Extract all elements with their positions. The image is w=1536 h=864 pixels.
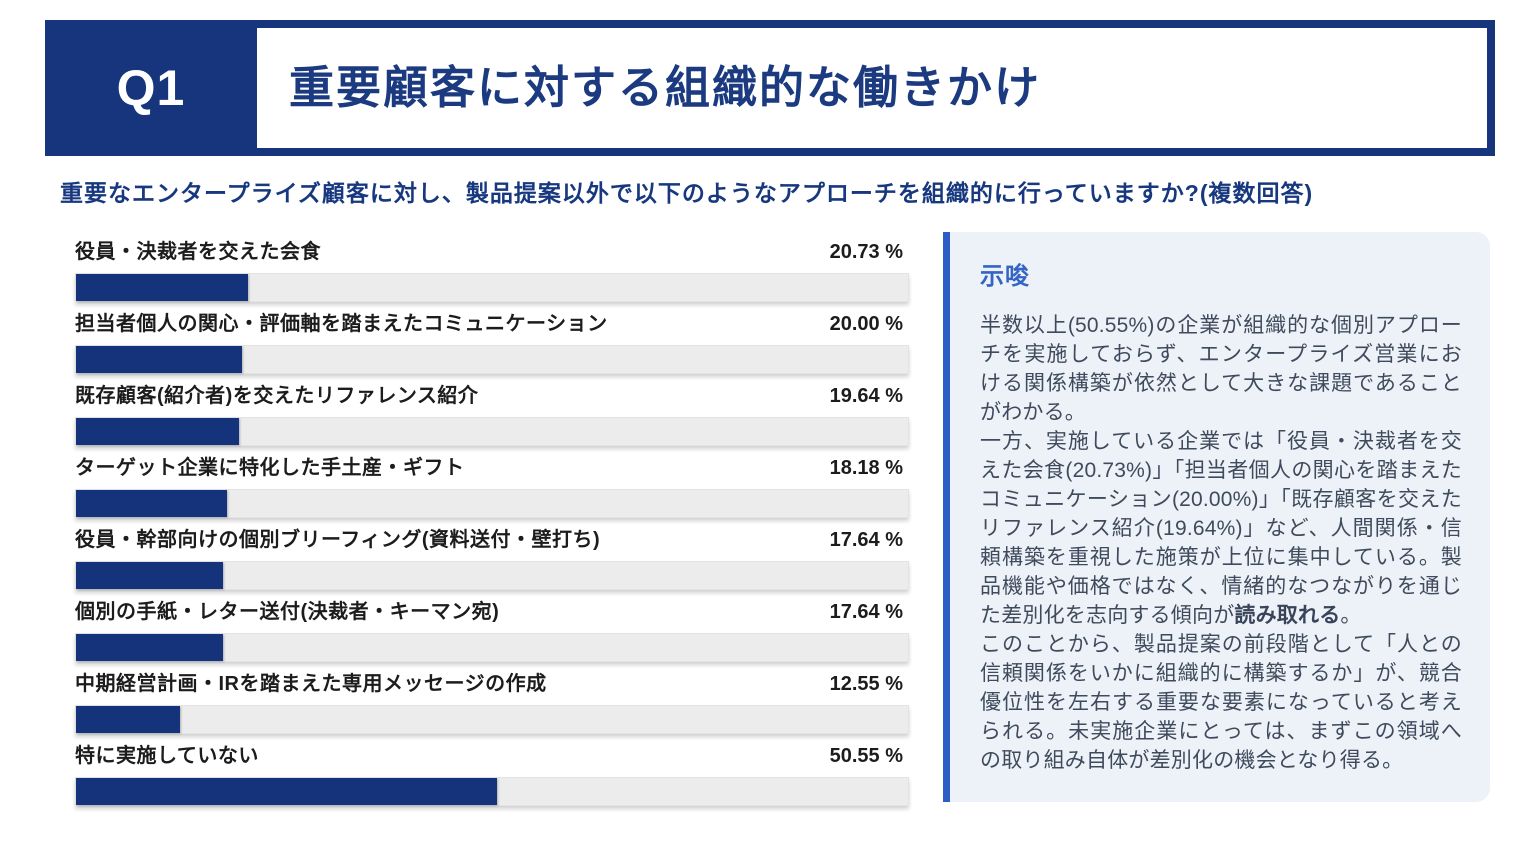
bar-row: ターゲット企業に特化した手土産・ギフト 18.18 % <box>75 454 909 526</box>
bar-value: 20.00 % <box>829 313 903 335</box>
bar-fill <box>76 490 228 517</box>
bar-value: 50.55 % <box>829 745 903 767</box>
bar-value: 17.64 % <box>829 601 903 623</box>
bar-value: 17.64 % <box>829 529 903 551</box>
bar-track <box>75 273 909 302</box>
page-title: 重要顧客に対する組織的な働きかけ <box>289 61 1042 113</box>
bar-label: 担当者個人の関心・評価軸を踏まえたコミュニケーション <box>75 313 608 335</box>
bar-track <box>75 345 909 374</box>
bar-row: 個別の手紙・レター送付(決裁者・キーマン宛) 17.64 % <box>75 598 909 670</box>
bar-fill <box>76 346 243 373</box>
bar-label: 特に実施していない <box>75 745 259 767</box>
bar-value: 19.64 % <box>829 385 903 407</box>
bar-track <box>75 489 909 518</box>
bar-value: 12.55 % <box>829 673 903 695</box>
bar-fill <box>76 778 497 805</box>
bar-fill <box>76 706 181 733</box>
insight-paragraph: このことから、製品提案の前段階として「人との信頼関係をいかに組織的に構築するか」… <box>980 633 1462 772</box>
insight-text: 半数以上(50.55%)の企業が組織的な個別アプローチを実施しておらず、エンター… <box>980 311 1462 775</box>
bar-track <box>75 705 909 734</box>
bar-track <box>75 777 909 806</box>
bar-row: 特に実施していない 50.55 % <box>75 742 909 814</box>
insight-panel: 示唆 半数以上(50.55%)の企業が組織的な個別アプローチを実施しておらず、エ… <box>943 232 1490 802</box>
question-number-badge: Q1 <box>45 28 257 148</box>
insight-title: 示唆 <box>980 263 1030 290</box>
bar-row: 中期経営計画・IRを踏まえた専用メッセージの作成 12.55 % <box>75 670 909 742</box>
insight-paragraph: 一方、実施している企業では「役員・決裁者を交えた会食(20.73%)」「担当者個… <box>980 430 1462 627</box>
insight-panel-body: 示唆 半数以上(50.55%)の企業が組織的な個別アプローチを実施しておらず、エ… <box>950 232 1490 802</box>
insight-accent-bar <box>943 232 950 802</box>
bar-track <box>75 561 909 590</box>
bar-value: 20.73 % <box>829 241 903 263</box>
bar-label: 個別の手紙・レター送付(決裁者・キーマン宛) <box>75 601 500 623</box>
bar-row: 役員・幹部向けの個別ブリーフィング(資料送付・壁打ち) 17.64 % <box>75 526 909 598</box>
bar-label: 役員・幹部向けの個別ブリーフィング(資料送付・壁打ち) <box>75 529 601 551</box>
insight-paragraph: 半数以上(50.55%)の企業が組織的な個別アプローチを実施しておらず、エンター… <box>980 314 1462 424</box>
bar-track <box>75 633 909 662</box>
bar-row: 役員・決裁者を交えた会食 20.73 % <box>75 238 909 310</box>
bar-label: ターゲット企業に特化した手土産・ギフト <box>75 457 465 479</box>
bar-row: 既存顧客(紹介者)を交えたリファレンス紹介 19.64 % <box>75 382 909 454</box>
bar-fill <box>76 418 240 445</box>
bar-fill <box>76 274 249 301</box>
bar-label: 既存顧客(紹介者)を交えたリファレンス紹介 <box>75 385 479 407</box>
bar-fill <box>76 562 223 589</box>
question-text: 重要なエンタープライズ顧客に対し、製品提案以外で以下のようなアプローチを組織的に… <box>60 180 1314 206</box>
bar-track <box>75 417 909 446</box>
question-number: Q1 <box>116 60 186 116</box>
bar-label: 中期経営計画・IRを踏まえた専用メッセージの作成 <box>75 673 547 695</box>
header: Q1 重要顧客に対する組織的な働きかけ <box>45 20 1495 156</box>
bar-row: 担当者個人の関心・評価軸を踏まえたコミュニケーション 20.00 % <box>75 310 909 382</box>
bar-chart: 役員・決裁者を交えた会食 20.73 % 担当者個人の関心・評価軸を踏まえたコミ… <box>75 238 909 814</box>
bar-value: 18.18 % <box>829 457 903 479</box>
bar-fill <box>76 634 223 661</box>
title-box: 重要顧客に対する組織的な働きかけ <box>257 28 1487 148</box>
bar-label: 役員・決裁者を交えた会食 <box>75 241 321 263</box>
